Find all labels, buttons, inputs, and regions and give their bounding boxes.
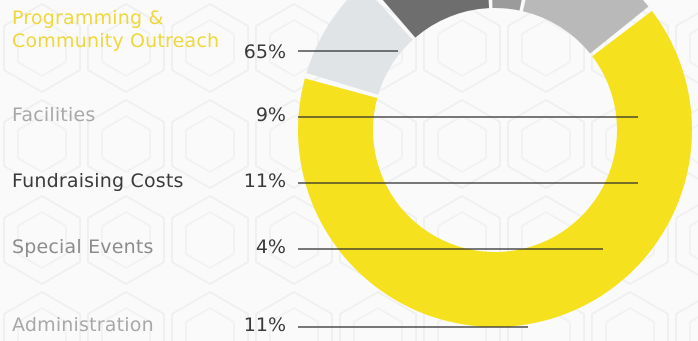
value-label-fundraising: 11%: [243, 170, 286, 192]
donut-slice-special-events: [492, 0, 522, 11]
donut-slice-fundraising: [382, 0, 490, 38]
value-label-programming: 65%: [243, 41, 286, 63]
donut-slice-programming: [297, 10, 692, 328]
value-label-facilities: 9%: [255, 104, 286, 126]
legend-label-administration: Administration: [12, 314, 154, 336]
value-label-special-events: 4%: [255, 236, 286, 258]
legend-label-programming: Programming & Community Outreach: [12, 7, 220, 52]
donut-slice-administration: [522, 0, 649, 54]
value-label-administration: 11%: [243, 314, 286, 336]
legend-label-fundraising: Fundraising Costs: [12, 170, 184, 192]
donut-slice-facilities: [306, 0, 413, 95]
legend-label-special-events: Special Events: [12, 236, 154, 258]
legend-label-facilities: Facilities: [12, 104, 96, 126]
